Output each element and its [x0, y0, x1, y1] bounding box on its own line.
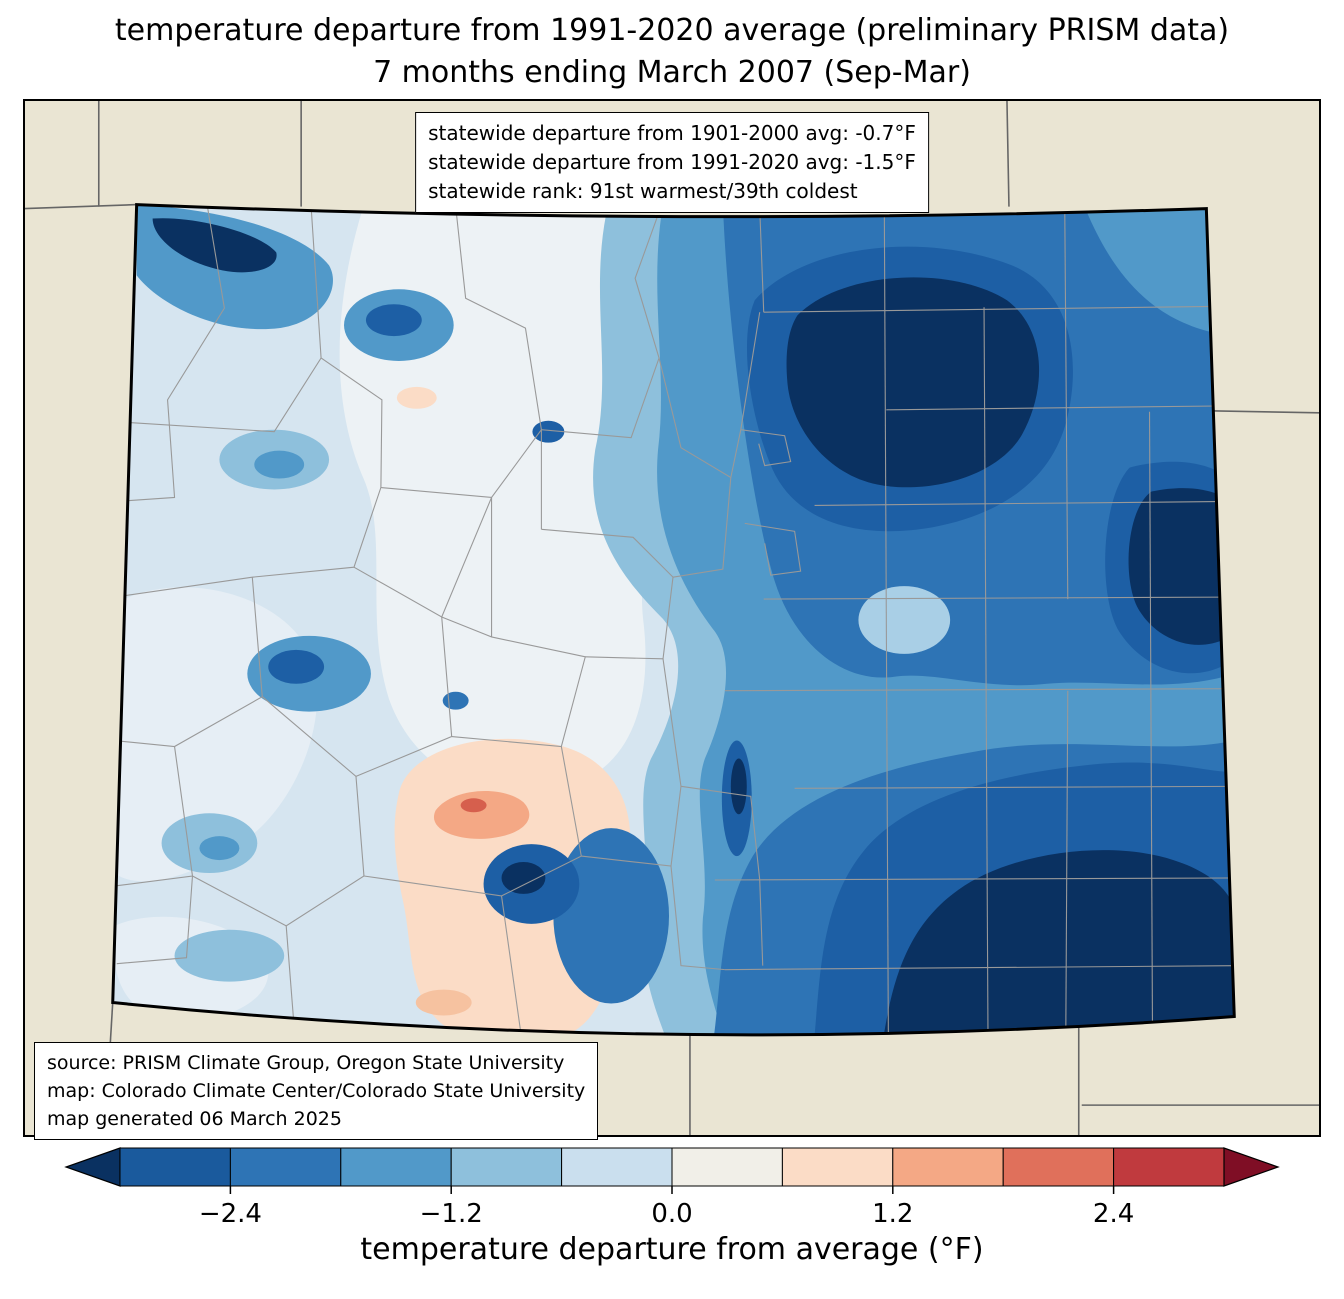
- county-line: [730, 312, 761, 478]
- county-line: [724, 688, 1234, 692]
- contour-region-warm: [396, 386, 437, 409]
- county-line: [500, 895, 523, 1035]
- county-line: [680, 785, 761, 881]
- tick-label: 0.0: [651, 1199, 692, 1229]
- colorbar-segment: [781, 1147, 894, 1187]
- county-line: [983, 307, 989, 1035]
- colorbar-segment: [119, 1147, 231, 1187]
- contour-region-cold-pocket: [553, 828, 670, 1004]
- colorbar: −2.4 −1.2 0.0 1.2 2.4: [64, 1147, 1280, 1229]
- tick-label: 1.2: [872, 1199, 913, 1229]
- tick-label: −2.4: [199, 1199, 262, 1229]
- neighbor-line: [1006, 101, 1010, 207]
- county-line: [1065, 690, 1069, 1035]
- county-line: [763, 305, 1231, 313]
- contour-blob: [442, 691, 469, 710]
- county-line: [310, 206, 383, 488]
- colorbar-under-arrow: [64, 1147, 121, 1187]
- contour-region-darkest-ne: [786, 277, 1040, 488]
- county-line: [724, 965, 1235, 971]
- stats-line-1: statewide departure from 1901-2000 avg: …: [428, 121, 916, 145]
- contour-region-warmer: [433, 790, 530, 839]
- county-line: [670, 865, 725, 971]
- colorado-map: [25, 101, 1319, 1135]
- county-line: [113, 577, 263, 748]
- contour-region-ne-corner: [1083, 204, 1235, 333]
- colorbar-segment: [450, 1147, 563, 1187]
- stats-line-3: statewide rank: 91st warmest/39th coldes…: [428, 179, 858, 203]
- county-line: [883, 212, 889, 1033]
- colorbar-segment: [671, 1147, 783, 1187]
- neighbor-state-lines: [25, 101, 1319, 1135]
- county-line: [116, 206, 225, 502]
- county-line: [363, 746, 582, 897]
- county-line: [794, 785, 1234, 789]
- county-line: [285, 925, 295, 1028]
- contour-blob: [365, 304, 422, 337]
- contour-region-darkest-se: [880, 850, 1235, 1035]
- figure-title-line1: temperature departure from 1991-2020 ave…: [114, 13, 1230, 48]
- county-line: [114, 487, 382, 598]
- county-line: [1064, 212, 1069, 600]
- county-line: [744, 522, 802, 576]
- county-line: [455, 206, 542, 430]
- colorbar-segment: [892, 1147, 1004, 1187]
- county-line: [541, 528, 674, 660]
- colorbar-tick-labels: −2.4 −1.2 0.0 1.2 2.4: [199, 1199, 1134, 1229]
- contour-blob: [174, 929, 285, 982]
- source-line-1: source: PRISM Climate Group, Oregon Stat…: [47, 1052, 565, 1074]
- county-line: [116, 875, 194, 965]
- state-border: [111, 203, 1236, 1037]
- contour-region-darkest-east: [1128, 488, 1235, 645]
- map-panel: statewide departure from 1901-2000 avg: …: [23, 99, 1321, 1140]
- stats-line-2: statewide departure from 1991-2020 avg: …: [428, 150, 916, 174]
- county-line: [714, 877, 1235, 881]
- county-line: [814, 500, 1233, 506]
- contour-blob: [268, 649, 325, 684]
- contour-region-warm: [415, 989, 472, 1016]
- source-line-2: map: Colorado Climate Center/Colorado St…: [47, 1080, 586, 1102]
- contour-region-cold-core: [501, 862, 546, 894]
- county-line: [886, 405, 1232, 411]
- colorbar-segments: [119, 1147, 1225, 1187]
- county-line: [759, 208, 765, 313]
- contour-region-nw-streak: [152, 218, 277, 273]
- county-line: [116, 357, 322, 433]
- colorbar-over-arrow: [1223, 1147, 1280, 1187]
- tick-label: −1.2: [420, 1199, 483, 1229]
- source-line-3: map generated 06 March 2025: [47, 1108, 342, 1130]
- county-line: [740, 429, 792, 467]
- colorbar-segment: [1113, 1147, 1225, 1187]
- neighbor-line: [1209, 410, 1319, 414]
- county-line: [581, 658, 682, 867]
- colorbar-segment: [561, 1147, 673, 1187]
- colorbar-segment: [1002, 1147, 1115, 1187]
- neighbor-line: [25, 203, 137, 210]
- figure-title-line2: 7 months ending March 2007 (Sep-Mar): [373, 55, 971, 90]
- colorbar-segment: [229, 1147, 342, 1187]
- tick-label: 2.4: [1093, 1199, 1134, 1229]
- contour-blob: [199, 836, 240, 861]
- colorbar-axis-label: temperature departure from average (°F): [360, 1232, 984, 1267]
- contour-region-warmest-spot: [460, 798, 487, 813]
- contour-region-front-range-core: [730, 758, 747, 815]
- stats-box: statewide departure from 1901-2000 avg: …: [415, 112, 929, 213]
- county-boundaries: [113, 206, 1235, 1035]
- county-line: [1148, 411, 1154, 1035]
- contour-light-patch: [858, 586, 951, 654]
- contour-fill-layers: [112, 204, 1235, 1035]
- colorbar-ticks: [229, 1186, 1115, 1194]
- county-line: [759, 879, 764, 966]
- contour-blob: [254, 450, 305, 479]
- county-line: [261, 616, 453, 778]
- county-line: [763, 596, 1234, 600]
- county-line: [192, 776, 365, 927]
- source-box: source: PRISM Climate Group, Oregon Stat…: [34, 1042, 599, 1140]
- colorbar-segment: [340, 1147, 452, 1187]
